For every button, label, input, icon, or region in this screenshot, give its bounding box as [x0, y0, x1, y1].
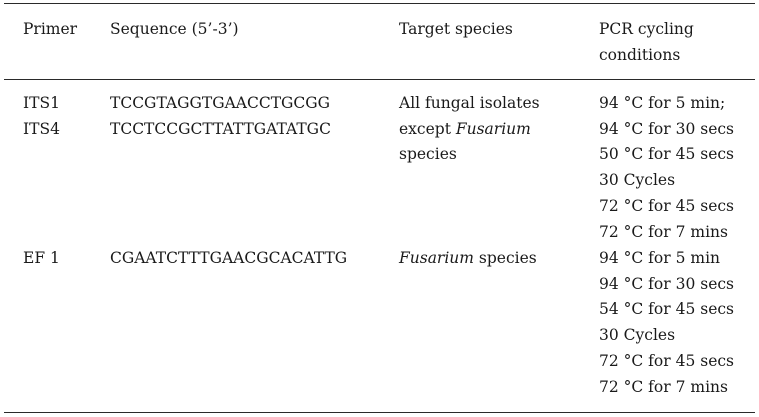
- pcr-step: 94 °C for 30 secs: [599, 274, 735, 293]
- pcr-step: 72 °C for 7 mins: [599, 222, 728, 241]
- header-target-species: Target species: [399, 20, 513, 38]
- row-1-primers: ITS1 ITS4: [23, 91, 60, 142]
- table-header-rule: [4, 79, 755, 80]
- row-1-pcr-conditions: 94 °C for 5 min; 94 °C for 30 secs 50 °C…: [599, 91, 734, 245]
- target-line-2: except Fusarium: [399, 117, 540, 143]
- target-fusarium-italic: Fusarium: [399, 249, 474, 267]
- pcr-step: 30 Cycles: [599, 326, 676, 345]
- target-line: Fusarium species: [399, 246, 537, 272]
- target-species-text: species: [473, 249, 537, 267]
- pcr-step: 94 °C for 5 min: [599, 249, 721, 267]
- row-1-target: All fungal isolates except Fusarium spec…: [399, 91, 540, 168]
- primer-ef1: EF 1: [23, 249, 60, 267]
- sequence-ef1: CGAATCTTTGAACGCACATTG: [110, 249, 348, 267]
- pcr-step: 54 °C for 45 secs: [599, 300, 735, 319]
- pcr-step: 30 Cycles: [599, 171, 676, 190]
- row-1-sequences: TCCGTAGGTGAACCTGCGG TCCTCCGCTTATTGATATGC: [110, 91, 331, 142]
- sequence-its1: TCCGTAGGTGAACCTGCGG: [110, 94, 331, 112]
- row-2-pcr-conditions: 94 °C for 5 min 94 °C for 30 secs 54 °C …: [599, 246, 734, 400]
- sequence-its4: TCCTCCGCTTATTGATATGC: [110, 119, 331, 138]
- header-pcr-line-2: conditions: [599, 45, 681, 64]
- header-sequence: Sequence (5’-3’): [110, 20, 239, 38]
- row-2-primers: EF 1: [23, 246, 60, 272]
- target-except-text: except: [399, 119, 456, 138]
- target-fusarium-italic: Fusarium: [455, 119, 531, 138]
- pcr-step: 72 °C for 7 mins: [599, 377, 728, 396]
- table-bottom-rule: [4, 412, 755, 413]
- pcr-step: 72 °C for 45 secs: [599, 196, 735, 215]
- header-pcr-conditions: PCR cycling conditions: [599, 17, 694, 68]
- target-line-3: species: [399, 145, 457, 164]
- table-top-rule: [4, 3, 755, 4]
- pcr-step: 72 °C for 45 secs: [599, 351, 735, 370]
- primer-its1: ITS1: [23, 94, 60, 112]
- header-primer: Primer: [23, 20, 78, 38]
- row-2-target: Fusarium species: [399, 246, 537, 272]
- pcr-step: 94 °C for 30 secs: [599, 119, 735, 138]
- pcr-step: 50 °C for 45 secs: [599, 145, 735, 164]
- header-pcr-line-1: PCR cycling: [599, 20, 694, 38]
- pcr-step: 94 °C for 5 min;: [599, 94, 726, 112]
- target-line-1: All fungal isolates: [399, 94, 540, 112]
- row-2-sequences: CGAATCTTTGAACGCACATTG: [110, 246, 347, 272]
- primer-its4: ITS4: [23, 119, 60, 138]
